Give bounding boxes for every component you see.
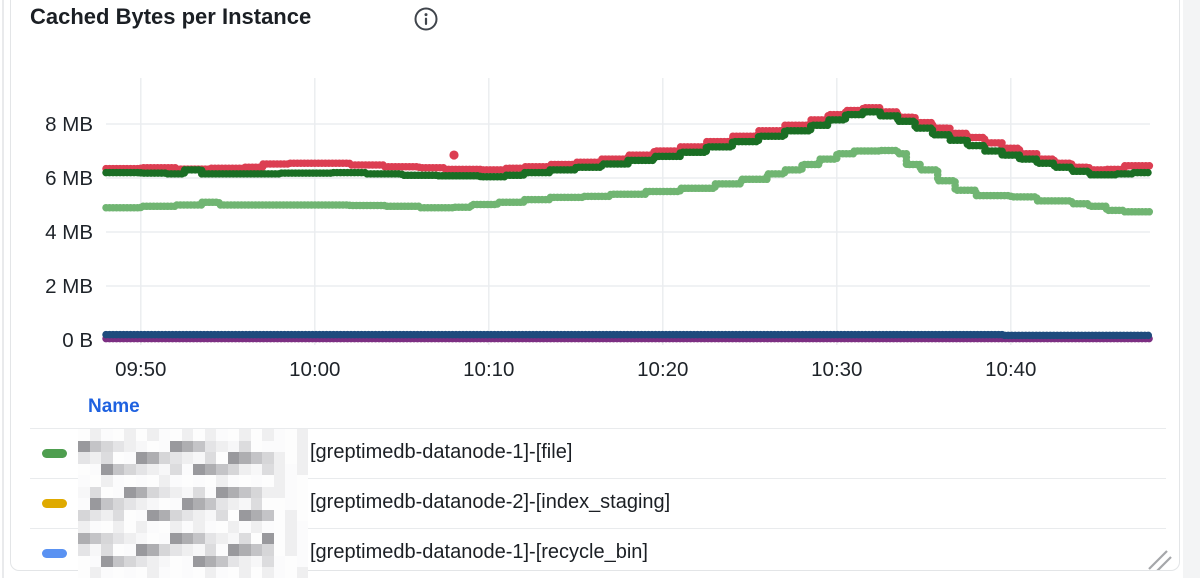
x-axis-tick-label: 10:20 (637, 358, 688, 381)
legend-row-separator (30, 428, 1166, 429)
legend-series-swatch[interactable] (42, 548, 67, 558)
y-axis-tick-label: 6 MB (45, 167, 93, 190)
legend-series-swatch[interactable] (42, 498, 67, 508)
dashboard-background (1183, 0, 1200, 578)
x-axis-tick-label: 10:30 (811, 358, 862, 381)
time-series-chart[interactable]: 0 B 2 MB 4 MB 6 MB 8 MB 09:50 10:00 10:10 10:20 1… (11, 0, 1180, 571)
legend-column-header-name[interactable]: Name (88, 396, 140, 417)
panel-resize-handle[interactable] (1146, 547, 1180, 571)
series-dark-green (102, 108, 1154, 181)
y-axis-tick-label: 8 MB (45, 113, 93, 136)
info-icon[interactable] (412, 5, 440, 33)
series-light-green (102, 146, 1154, 216)
x-axis-tick-label: 10:00 (289, 358, 340, 381)
x-axis-tick-label: 10:40 (985, 358, 1036, 381)
series-red (102, 104, 1154, 174)
panel-title: Cached Bytes per Instance (30, 4, 312, 29)
legend-row-separator (30, 478, 1166, 479)
y-axis-tick-label: 4 MB (45, 221, 93, 244)
x-axis-tick-label: 10:10 (463, 358, 514, 381)
legend-series-label[interactable]: [greptimedb-datanode-2]-[index_staging] (310, 491, 671, 513)
outlier-point (449, 150, 459, 160)
legend-series-label[interactable]: [greptimedb-datanode-1]-[file] (310, 441, 573, 463)
x-axis-tick-label: 09:50 (115, 358, 166, 381)
legend-series-label[interactable]: [greptimedb-datanode-1]-[recycle_bin] (310, 541, 648, 563)
left-panel-divider (2, 0, 4, 578)
series-navy-blue (102, 330, 1154, 340)
y-axis-tick-label: 2 MB (45, 275, 93, 298)
y-axis-tick-label: 0 B (62, 329, 93, 352)
redacted-blur-block (78, 429, 308, 578)
legend-series-swatch[interactable] (42, 448, 67, 458)
legend-row-separator (30, 528, 1166, 529)
